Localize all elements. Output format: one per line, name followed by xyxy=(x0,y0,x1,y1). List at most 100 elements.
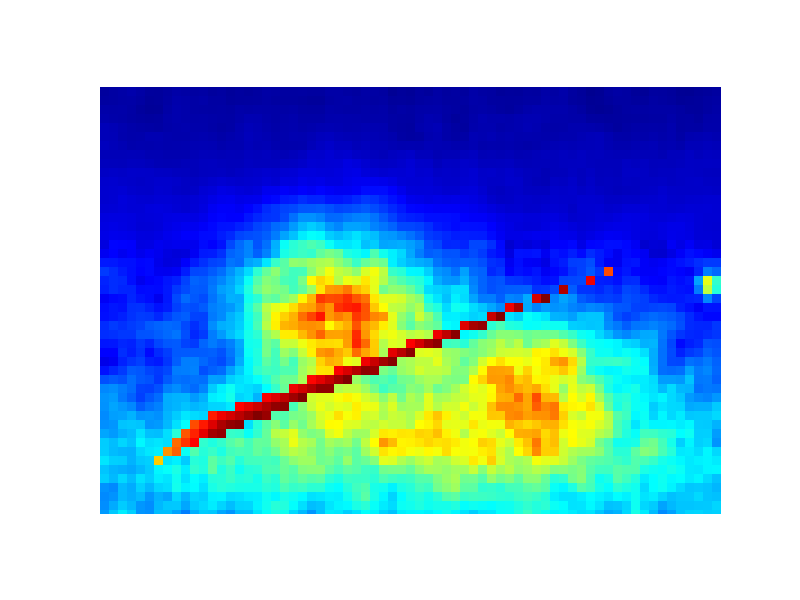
heatmap-cell xyxy=(622,375,632,385)
heatmap-cell xyxy=(640,276,650,286)
heatmap-cell xyxy=(217,474,227,484)
heatmap-cell xyxy=(703,114,713,124)
heatmap-cell xyxy=(190,267,200,277)
heatmap-cell xyxy=(523,312,533,322)
heatmap-cell xyxy=(460,231,470,241)
heatmap-cell xyxy=(334,312,344,322)
heatmap-cell xyxy=(262,204,272,214)
heatmap-cell xyxy=(280,465,290,475)
heatmap-cell xyxy=(415,483,425,493)
heatmap-cell xyxy=(568,123,578,133)
heatmap-cell xyxy=(541,402,551,412)
heatmap-cell xyxy=(379,294,389,304)
heatmap-cell xyxy=(568,375,578,385)
heatmap-cell xyxy=(649,249,659,259)
heatmap-cell xyxy=(253,303,263,313)
heatmap-cell xyxy=(190,222,200,232)
heatmap-cell xyxy=(379,411,389,421)
heatmap-cell xyxy=(217,168,227,178)
heatmap-cell xyxy=(685,303,695,313)
heatmap-cell xyxy=(190,204,200,214)
heatmap-cell xyxy=(667,411,677,421)
heatmap-cell xyxy=(469,141,479,151)
heatmap-cell xyxy=(487,366,497,376)
heatmap-cell xyxy=(280,87,290,97)
heatmap-cell xyxy=(280,276,290,286)
heatmap-cell xyxy=(334,186,344,196)
heatmap-cell xyxy=(271,411,281,421)
heatmap-cell xyxy=(568,393,578,403)
heatmap-cell xyxy=(532,366,542,376)
heatmap-cell xyxy=(244,141,254,151)
heatmap-cell xyxy=(181,339,191,349)
heatmap-cell xyxy=(253,330,263,340)
heatmap-cell xyxy=(235,249,245,259)
heatmap-cell xyxy=(181,267,191,277)
heatmap-cell xyxy=(361,132,371,142)
heatmap-cell xyxy=(442,393,452,403)
heatmap-cell xyxy=(559,384,569,394)
heatmap-cell xyxy=(514,447,524,457)
heatmap-cell xyxy=(514,114,524,124)
heatmap-cell xyxy=(478,438,488,448)
heatmap-cell xyxy=(379,150,389,160)
heatmap-cell xyxy=(703,366,713,376)
heatmap-cell xyxy=(370,375,380,385)
heatmap-cell xyxy=(415,123,425,133)
heatmap-cell xyxy=(361,465,371,475)
heatmap-cell xyxy=(523,447,533,457)
heatmap-cell xyxy=(388,159,398,169)
heatmap-cell xyxy=(226,348,236,358)
heatmap-cell xyxy=(622,159,632,169)
heatmap-cell xyxy=(154,348,164,358)
heatmap-cell xyxy=(586,249,596,259)
heatmap-cell xyxy=(550,222,560,232)
heatmap-cell xyxy=(316,231,326,241)
heatmap-cell xyxy=(172,123,182,133)
heatmap-cell xyxy=(568,366,578,376)
heatmap-cell xyxy=(352,312,362,322)
heatmap-cell xyxy=(550,87,560,97)
heatmap-cell xyxy=(271,447,281,457)
heatmap-cell xyxy=(550,96,560,106)
heatmap-cell xyxy=(325,465,335,475)
heatmap-cell xyxy=(199,231,209,241)
heatmap-cell xyxy=(253,492,263,502)
heatmap-cell xyxy=(235,159,245,169)
heatmap-cell xyxy=(181,465,191,475)
heatmap-cell xyxy=(595,465,605,475)
heatmap-cell xyxy=(397,87,407,97)
heatmap-cell xyxy=(235,168,245,178)
heatmap-cell xyxy=(127,357,137,367)
heatmap-cell xyxy=(154,402,164,412)
heatmap-cell xyxy=(316,159,326,169)
heatmap-cell xyxy=(136,258,146,268)
heatmap-cell xyxy=(217,123,227,133)
heatmap-cell xyxy=(550,357,560,367)
heatmap-cell xyxy=(163,285,173,295)
heatmap-cell xyxy=(424,267,434,277)
heatmap-cell xyxy=(199,294,209,304)
heatmap-cell xyxy=(505,114,515,124)
heatmap-cell xyxy=(514,204,524,214)
heatmap-cell xyxy=(451,501,461,511)
heatmap-cell xyxy=(451,222,461,232)
heatmap-cell xyxy=(577,186,587,196)
heatmap-cell xyxy=(298,204,308,214)
heatmap-cell xyxy=(154,123,164,133)
heatmap-cell xyxy=(226,420,236,430)
heatmap-cell xyxy=(361,231,371,241)
heatmap-cell xyxy=(649,393,659,403)
heatmap-cell xyxy=(190,438,200,448)
heatmap-cell xyxy=(217,258,227,268)
heatmap-cell xyxy=(406,222,416,232)
heatmap-cell xyxy=(118,393,128,403)
heatmap-cell xyxy=(451,456,461,466)
heatmap-cell xyxy=(253,123,263,133)
heatmap-cell xyxy=(253,465,263,475)
heatmap-cell xyxy=(289,132,299,142)
heatmap-cell xyxy=(667,258,677,268)
heatmap-cell xyxy=(541,357,551,367)
heatmap-cell xyxy=(172,249,182,259)
heatmap-cell xyxy=(667,267,677,277)
